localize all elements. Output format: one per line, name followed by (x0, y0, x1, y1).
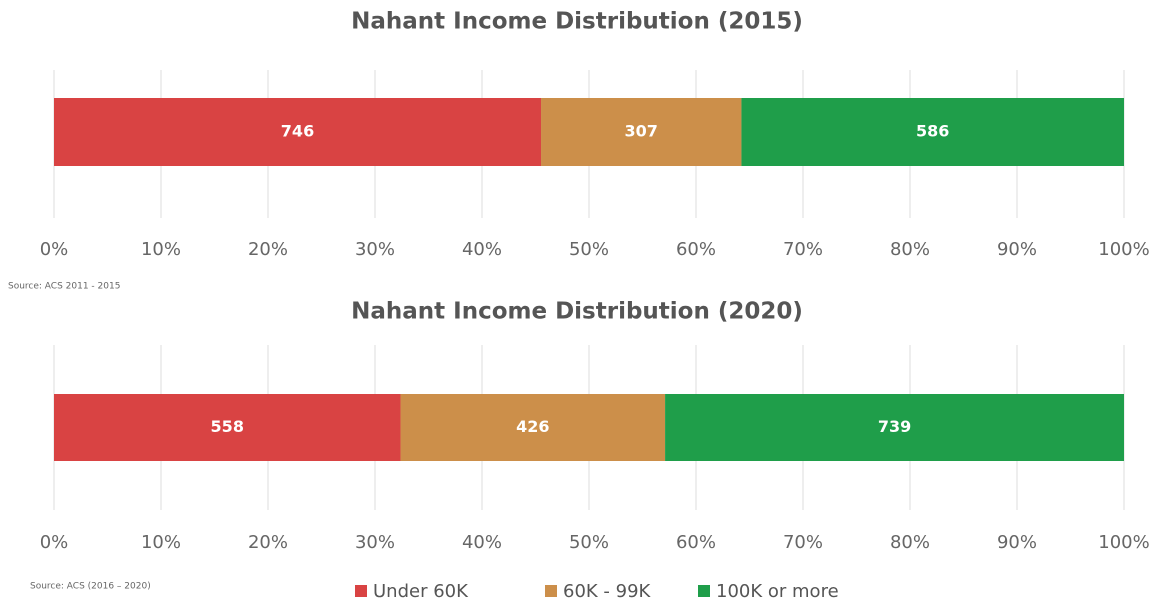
data-label: 558 (211, 417, 244, 436)
chart-title: Nahant Income Distribution (2015) (351, 9, 803, 35)
legend-label: 100K or more (716, 581, 839, 602)
x-tick-label: 100% (1098, 532, 1149, 553)
x-tick-label: 20% (248, 239, 288, 260)
source-note: Source: ACS 2011 - 2015 (8, 282, 120, 292)
x-tick-label: 30% (355, 532, 395, 553)
x-tick-label: 30% (355, 239, 395, 260)
bar-segment (541, 98, 742, 166)
x-tick-label: 0% (40, 532, 69, 553)
x-tick-label: 50% (569, 532, 609, 553)
bar-segment (54, 98, 542, 166)
x-tick-label: 100% (1098, 239, 1149, 260)
x-tick-label: 20% (248, 532, 288, 553)
legend-label: Under 60K (373, 581, 469, 602)
data-label: 746 (281, 122, 314, 141)
x-tick-label: 90% (997, 239, 1037, 260)
bar-segment (665, 394, 1124, 461)
x-tick-label: 60% (676, 532, 716, 553)
legend-swatch (355, 585, 367, 597)
bar-segment (741, 98, 1124, 166)
chart-title: Nahant Income Distribution (2020) (351, 299, 803, 325)
data-label: 739 (878, 417, 911, 436)
data-label: 307 (625, 122, 658, 141)
legend-swatch (698, 585, 710, 597)
x-tick-label: 40% (462, 239, 502, 260)
x-tick-label: 10% (141, 532, 181, 553)
x-tick-label: 80% (890, 532, 930, 553)
x-tick-label: 90% (997, 532, 1037, 553)
x-tick-label: 40% (462, 532, 502, 553)
bar-segment (54, 394, 401, 461)
x-tick-label: 10% (141, 239, 181, 260)
x-tick-label: 0% (40, 239, 69, 260)
x-tick-label: 70% (783, 239, 823, 260)
x-tick-label: 80% (890, 239, 930, 260)
data-label: 426 (516, 417, 549, 436)
source-note: Source: ACS (2016 – 2020) (30, 582, 151, 592)
x-tick-label: 50% (569, 239, 609, 260)
x-tick-label: 70% (783, 532, 823, 553)
data-label: 586 (916, 122, 949, 141)
x-tick-label: 60% (676, 239, 716, 260)
legend-label: 60K - 99K (563, 581, 652, 602)
bar-segment (400, 394, 666, 461)
legend-swatch (545, 585, 557, 597)
